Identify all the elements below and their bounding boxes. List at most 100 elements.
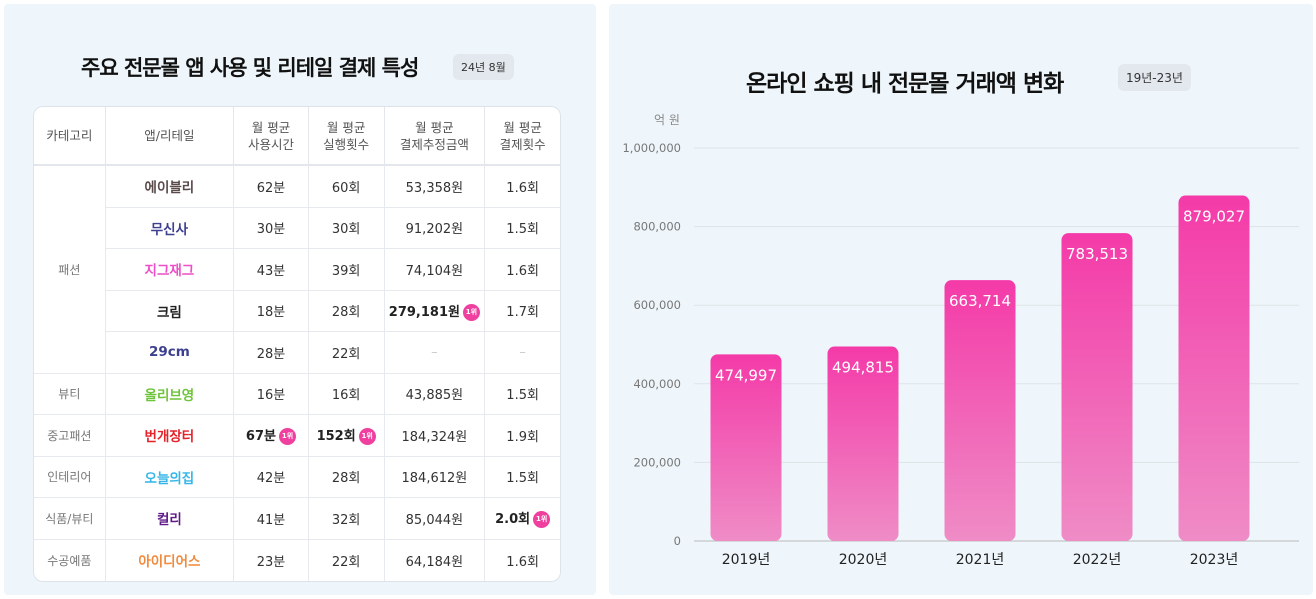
time-value: 18분 [256,305,286,321]
category-cell: 수공예품 [34,539,106,581]
amount-cell: 43,885원 [384,373,486,415]
x-tick-label: 2022년 [1073,552,1122,568]
runs-cell: 39회 [308,249,385,291]
table-row: 식품/뷰티 컬리 41분 32회 85,044원 2.0회 1위 [34,498,560,540]
time-value: 41분 [256,512,286,528]
bar [827,346,899,541]
rank-badge: 1위 [462,303,480,321]
runs-value: 152회 [316,429,356,445]
time-value: 42분 [256,471,286,487]
rank-badge: 1위 [533,511,551,529]
app-name: 크림 [105,290,235,332]
pays-cell: – [485,332,560,374]
runs-cell: 152회 1위 [308,415,385,457]
runs-cell: 22회 [309,539,385,581]
amount-cell: 64,184원 [385,539,486,581]
y-tick-label: 0 [674,534,681,548]
pays-cell: 1.6회 [485,166,560,208]
y-axis-label: 억 원 [654,113,680,127]
table-row: 지그재그 43분 39회 74,104원 1.6회 [34,249,560,291]
runs-value: 22회 [331,554,361,570]
retail-table: 카테고리 앱/리테일 월 평균 사용시간 월 평균 실행횟수 월 평균 결제추정금액 월 … [33,106,561,582]
bar-value-label: 474,997 [715,366,777,384]
pays-cell: 1.7회 [485,291,560,332]
category-cell: 인테리어 [34,456,106,498]
app-name: 컬리 [105,498,235,540]
x-tick-label: 2019년 [722,552,771,568]
runs-cell: 22회 [308,332,385,374]
pays-value: 2.0회 [495,512,531,528]
table-row: 인테리어 오늘의집 42분 28회 184,612원 1.5회 [34,456,560,498]
app-name: 오늘의집 [105,456,235,498]
bar [944,280,1016,541]
pays-cell: 1.6회 [485,249,560,291]
table-row: 뷰티 올리브영 16분 16회 43,885원 1.5회 [34,373,560,415]
time-cell: 16분 [234,373,309,415]
y-tick-label: 400,000 [633,377,681,391]
x-tick-label: 2020년 [839,552,888,568]
x-tick-label: 2023년 [1190,552,1239,568]
runs-value: 60회 [331,180,361,196]
time-cell: 30분 [234,207,309,249]
bar [710,354,782,541]
time-cell: 62분 [234,166,309,208]
category-cell: 중고패션 [34,415,106,457]
amount-value: 43,885원 [405,388,464,404]
bar [1061,233,1133,541]
runs-cell: 16회 [308,373,385,415]
amount-value: – [431,344,438,360]
runs-cell: 28회 [308,456,385,498]
runs-value: 28회 [331,305,361,321]
app-name: 번개장터 [105,415,235,457]
pays-cell: 1.9회 [485,415,560,457]
pays-value: 1.7회 [506,305,539,321]
pays-cell: 1.6회 [485,540,560,582]
amount-cell: 53,358원 [384,166,486,208]
date-badge: 24년 8월 [453,54,514,80]
pays-value: 1.6회 [506,554,539,570]
table-row: 무신사 30분 30회 91,202원 1.5회 [34,207,560,249]
column-header: 앱/리테일 [105,107,235,166]
pays-value: 1.6회 [506,263,539,279]
runs-cell: 30회 [308,207,385,249]
y-tick-label: 800,000 [633,220,681,234]
table-row: 크림 18분 28회 279,181원 1위 1.7회 [34,290,560,332]
pays-value: 1.6회 [506,180,539,196]
column-header: 월 평균 실행횟수 [308,107,385,166]
app-name: 아이디어스 [106,539,235,581]
rank-badge: 1위 [278,428,296,446]
category-cell: 식품/뷰티 [34,498,106,540]
pays-cell: 1.5회 [485,374,560,415]
time-cell: 18분 [234,290,309,332]
app-name: 29cm [105,332,235,374]
column-header: 월 평균 사용시간 [234,107,309,166]
column-header: 카테고리 [34,107,106,166]
pays-value: 1.5회 [506,388,539,404]
bar-value-label: 783,513 [1066,245,1128,263]
amount-value: 85,044원 [405,512,464,528]
amount-value: 91,202원 [405,222,464,238]
bar-value-label: 663,714 [949,292,1011,310]
runs-value: 30회 [331,222,361,238]
time-cell: 67분 1위 [234,415,309,457]
runs-value: 32회 [331,512,361,528]
category-cell: 뷰티 [34,373,106,415]
amount-value: 53,358원 [405,180,464,196]
app-name: 에이블리 [105,166,235,208]
amount-cell: 184,324원 [384,415,486,457]
table-row: 수공예품 아이디어스 23분 22회 64,184원 1.6회 [34,539,560,582]
chart-panel: 온라인 쇼핑 내 전문몰 거래액 변화 19년-23년 억 원 0 200,000… [609,4,1313,595]
runs-value: 22회 [331,346,361,362]
table-title: 주요 전문몰 앱 사용 및 리테일 결제 특성 [81,56,419,80]
amount-value: 74,104원 [405,263,464,279]
y-tick-label: 1,000,000 [622,141,681,155]
bar-value-label: 494,815 [832,359,894,377]
time-cell: 23분 [234,539,309,581]
pays-value: 1.5회 [506,471,539,487]
amount-value: 279,181원 [388,304,460,320]
column-header: 월 평균 결제횟수 [485,107,560,166]
rank-badge: 1위 [358,428,376,446]
chart-badge: 19년-23년 [1118,64,1191,91]
time-value: 28분 [256,346,286,362]
amount-cell: 74,104원 [384,249,486,291]
